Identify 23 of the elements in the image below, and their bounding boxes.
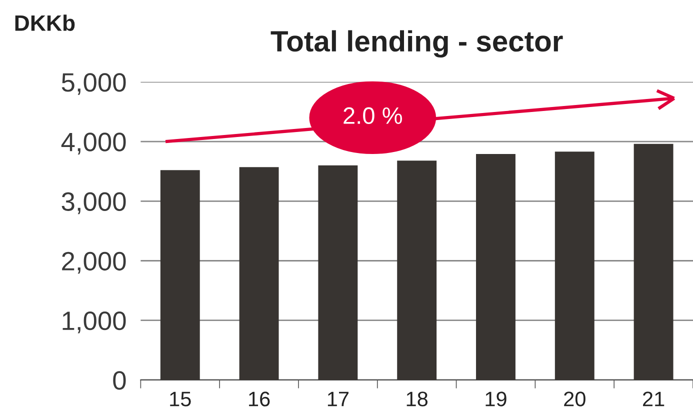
x-tick-label: 18 — [406, 392, 428, 406]
x-tick-label: 16 — [249, 392, 270, 406]
x-tick-label: 19 — [486, 392, 506, 406]
bar — [160, 170, 200, 380]
y-tick-label: 3,000 — [62, 192, 126, 214]
x-tick-label: 20 — [564, 392, 586, 406]
bar — [397, 160, 437, 380]
bar — [318, 165, 358, 380]
y-axis-title: DKKb — [15, 14, 75, 31]
annotation: 2.0 % — [344, 107, 402, 124]
x-tick-label: 17 — [328, 392, 348, 406]
x-tick-label: 21 — [643, 392, 664, 406]
y-tick-label: 4,000 — [61, 132, 126, 154]
y-tick-label: 0 — [113, 371, 126, 390]
bar — [554, 152, 594, 380]
y-tick-label: 1,000 — [62, 311, 126, 334]
bar — [476, 154, 516, 380]
chart-title: Total lending - sector — [270, 30, 563, 58]
x-tick-label: 15 — [170, 392, 191, 406]
bar — [239, 167, 279, 380]
bar — [634, 144, 674, 380]
y-tick-label: 2,000 — [62, 252, 126, 274]
y-tick-label: 5,000 — [62, 73, 126, 95]
